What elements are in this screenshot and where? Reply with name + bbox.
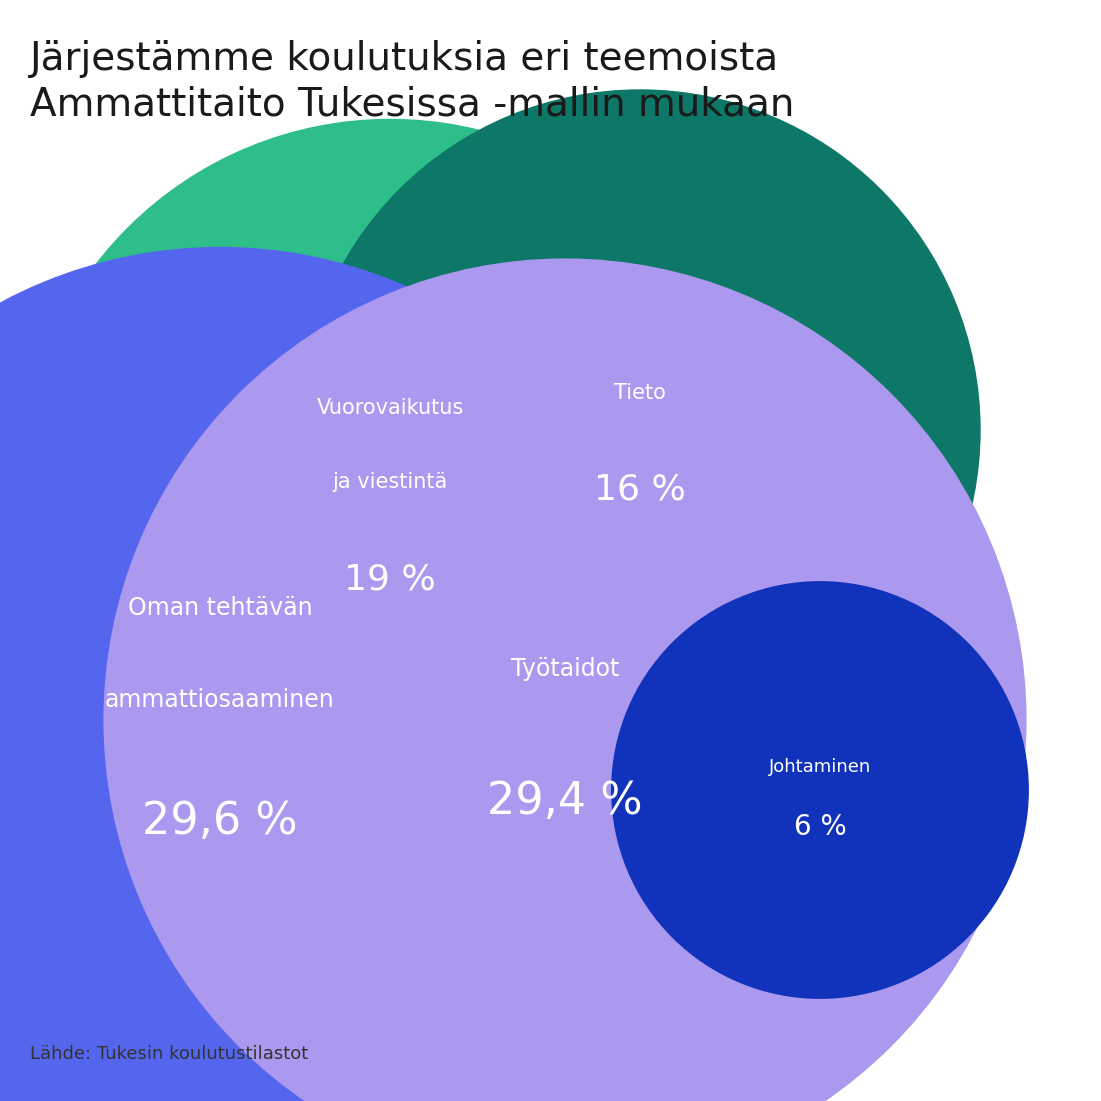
Text: 6 %: 6 % (794, 813, 847, 841)
Text: Oman tehtävän: Oman tehtävän (128, 597, 313, 620)
Circle shape (299, 90, 980, 770)
Text: 29,4 %: 29,4 % (487, 780, 643, 822)
Circle shape (612, 581, 1028, 999)
Text: Lähde: Tukesin koulutustilastot: Lähde: Tukesin koulutustilastot (30, 1045, 308, 1062)
Circle shape (105, 259, 1026, 1101)
Text: Työtaidot: Työtaidot (511, 657, 619, 682)
Text: ammattiosaaminen: ammattiosaaminen (105, 688, 335, 712)
Text: Järjestämme koulutuksia eri teemoista: Järjestämme koulutuksia eri teemoista (30, 40, 780, 78)
Text: 29,6 %: 29,6 % (142, 800, 297, 843)
Text: Ammattitaito Tukesissa -mallin mukaan: Ammattitaito Tukesissa -mallin mukaan (30, 85, 795, 123)
Text: Johtaminen: Johtaminen (768, 759, 871, 776)
Text: Vuorovaikutus: Vuorovaikutus (316, 399, 464, 418)
Circle shape (20, 120, 761, 861)
Circle shape (0, 248, 683, 1101)
Text: ja viestintä: ja viestintä (333, 472, 448, 492)
Text: 16 %: 16 % (595, 472, 686, 506)
Text: 19 %: 19 % (345, 563, 436, 597)
Text: Tieto: Tieto (614, 383, 666, 403)
